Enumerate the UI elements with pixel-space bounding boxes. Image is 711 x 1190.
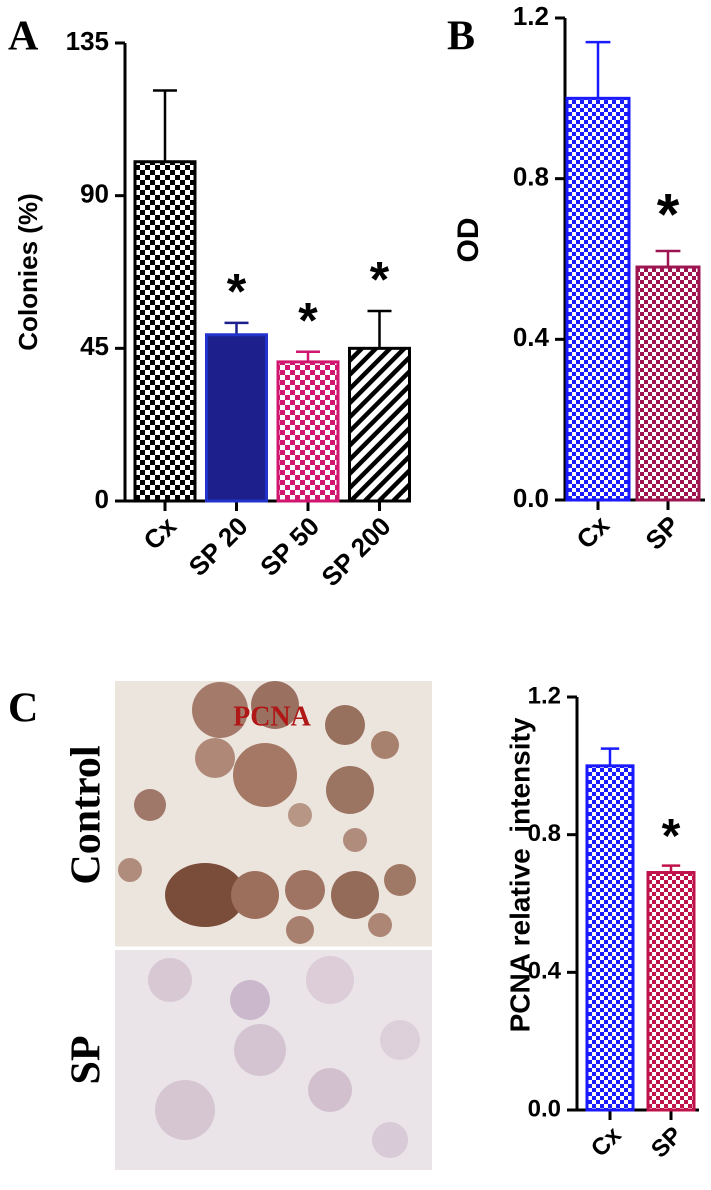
y-tick-label: 1.2 bbox=[528, 682, 561, 709]
bar bbox=[646, 871, 696, 1112]
x-tick-label: Cx bbox=[586, 1121, 627, 1162]
significance-mark: * bbox=[370, 252, 390, 308]
x-tick-label: SP 20 bbox=[183, 511, 254, 582]
bar bbox=[133, 160, 197, 503]
image-row-label: Control bbox=[64, 745, 110, 884]
y-tick-label: 1.2 bbox=[513, 1, 549, 31]
x-tick-label: SP bbox=[639, 510, 685, 556]
panel-label: B bbox=[447, 14, 475, 60]
y-tick-label: 0.0 bbox=[528, 1095, 561, 1122]
image-row-label: SP bbox=[64, 1035, 110, 1084]
panel-label: A bbox=[8, 14, 39, 60]
x-tick-label: SP bbox=[646, 1122, 688, 1164]
x-tick-label: Cx bbox=[570, 510, 615, 555]
y-tick-label: 0.8 bbox=[513, 162, 549, 192]
x-tick-label: SP 200 bbox=[315, 511, 396, 592]
y-tick-label: 0.4 bbox=[528, 958, 562, 985]
y-tick-label: 0.0 bbox=[513, 483, 549, 513]
y-tick-label: 0.8 bbox=[528, 820, 561, 847]
y-tick-label: 135 bbox=[66, 26, 109, 56]
y-axis-title: OD bbox=[452, 218, 485, 263]
significance-mark: * bbox=[662, 810, 681, 863]
bar bbox=[635, 265, 701, 502]
y-axis-title: PCNA relative intensity bbox=[504, 717, 535, 1032]
panel-label: C bbox=[8, 686, 38, 732]
bar bbox=[565, 96, 631, 502]
y-tick-label: 0 bbox=[95, 484, 109, 514]
significance-mark: * bbox=[657, 182, 680, 247]
bar bbox=[585, 764, 635, 1112]
micrograph-sp bbox=[115, 950, 432, 1170]
image-title: PCNA bbox=[233, 701, 312, 732]
x-tick-label: Cx bbox=[137, 511, 182, 556]
micrograph-control bbox=[115, 681, 432, 947]
y-tick-label: 90 bbox=[80, 179, 109, 209]
bar bbox=[276, 360, 340, 503]
significance-mark: * bbox=[227, 264, 247, 320]
y-axis-title: Colonies (%) bbox=[13, 193, 43, 350]
bar bbox=[348, 346, 411, 503]
y-tick-label: 0.4 bbox=[513, 322, 550, 352]
bar bbox=[205, 333, 268, 503]
y-tick-label: 45 bbox=[80, 331, 109, 361]
significance-mark: * bbox=[298, 292, 318, 348]
